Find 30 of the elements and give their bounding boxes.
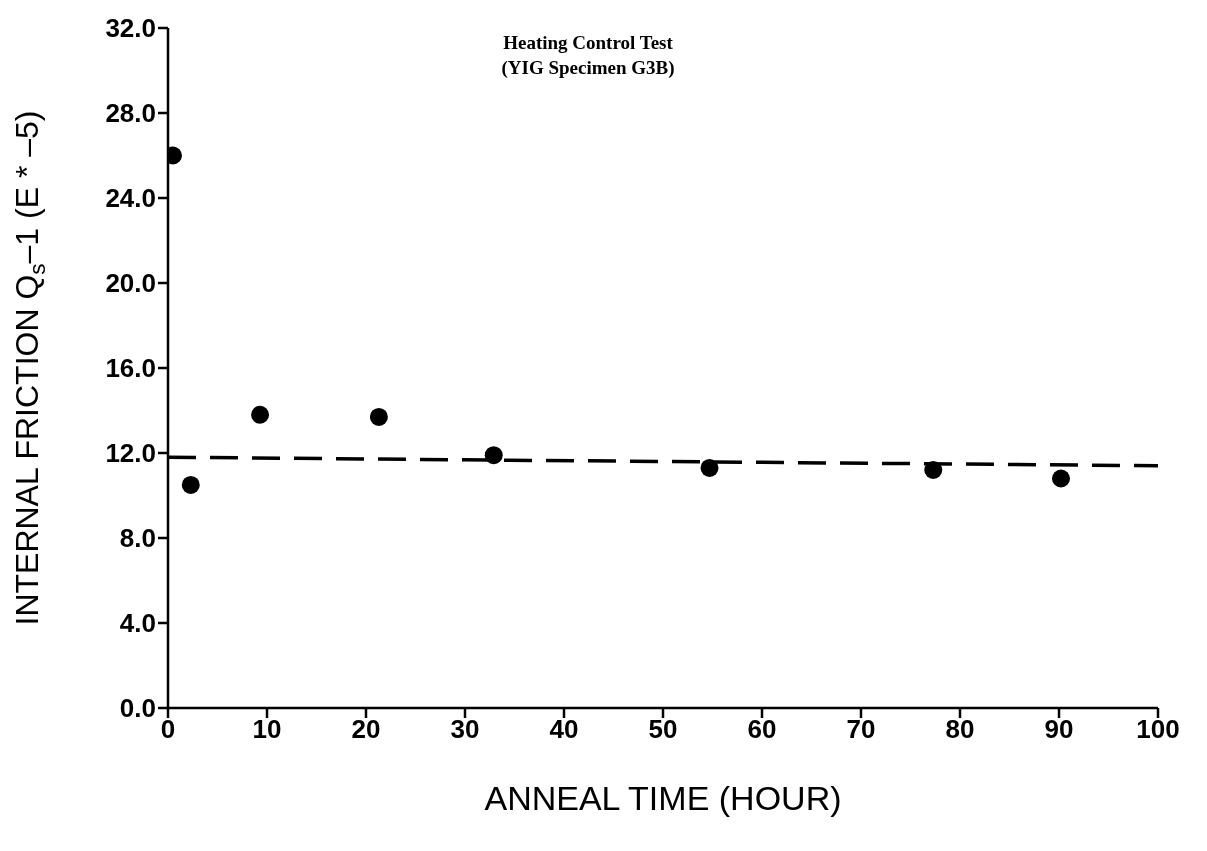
y-tick-label: 8.0	[119, 523, 156, 554]
y-tick-label: 20.0	[105, 268, 156, 299]
point	[251, 405, 270, 424]
point	[700, 458, 719, 477]
chart-title: Heating Control Test	[502, 31, 674, 55]
x-tick-label: 80	[945, 714, 975, 745]
y-tick-label: 24.0	[105, 183, 156, 214]
y-tick-label: 0.0	[119, 693, 156, 724]
point	[484, 446, 503, 465]
x-tick-label: 90	[1044, 714, 1074, 745]
point	[924, 461, 943, 479]
x-tick-label: 30	[450, 714, 480, 745]
y-tick-label: 12.0	[105, 438, 156, 469]
y-tick-label: 16.0	[105, 353, 156, 384]
point	[369, 407, 388, 426]
x-axis-title: ANNEAL TIME (HOUR)	[484, 779, 842, 817]
text: (YIG Specimen G3B)	[500, 56, 676, 80]
x-tick-label: 50	[648, 714, 678, 745]
x-tick-label: 100	[1136, 714, 1180, 745]
point	[181, 475, 200, 494]
x-tick-label: 20	[351, 714, 381, 745]
y-tick-label: 32.0	[105, 13, 156, 44]
point	[1051, 469, 1070, 488]
x-tick-label: 40	[549, 714, 579, 745]
x-tick-label: 60	[747, 714, 777, 745]
x-tick-label: 10	[252, 714, 282, 745]
x-tick-label: 0	[160, 714, 176, 745]
y-tick-label: 4.0	[119, 608, 156, 639]
x-tick-label: 70	[846, 714, 876, 745]
y-tick-label: 28.0	[105, 98, 156, 129]
